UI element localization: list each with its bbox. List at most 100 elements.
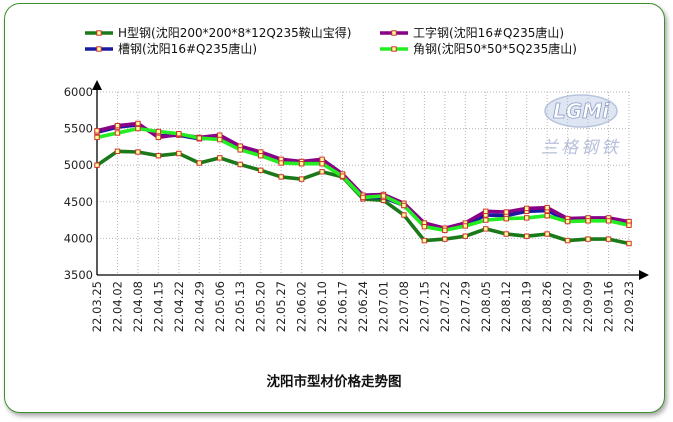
data-point-marker — [360, 194, 366, 201]
series-layer — [94, 120, 632, 247]
x-tick-label: 22.04.02 — [110, 281, 124, 332]
data-point-marker — [523, 233, 530, 239]
data-point-marker — [442, 236, 448, 242]
data-point-marker — [605, 236, 612, 242]
x-tick-label: 22.05.27 — [274, 281, 288, 332]
legend-label: 工字钢(沈阳16#Q235唐山) — [413, 25, 564, 40]
data-point-marker — [257, 167, 264, 174]
data-point-marker — [298, 176, 305, 182]
x-tick-label: 22.08.05 — [479, 281, 493, 332]
legend-label: 角钢(沈阳50*50*5Q235唐山) — [413, 41, 577, 56]
data-point-marker — [605, 218, 612, 224]
legend-marker — [96, 46, 102, 52]
x-tick-label: 22.07.29 — [458, 281, 472, 332]
data-point-marker — [319, 161, 325, 167]
data-point-marker — [155, 152, 162, 159]
x-tick-label: 22.06.24 — [356, 281, 370, 332]
data-point-marker — [196, 160, 203, 166]
x-tick-label: 22.04.08 — [131, 281, 145, 332]
data-point-marker — [483, 226, 489, 232]
x-tick-label: 22.03.25 — [90, 281, 104, 332]
data-point-marker — [462, 223, 469, 229]
data-point-marker — [401, 212, 407, 218]
x-tick-label: 22.08.19 — [520, 281, 534, 332]
data-point-marker — [114, 122, 121, 129]
data-point-marker — [544, 213, 550, 219]
x-tick-label: 22.06.10 — [315, 281, 329, 332]
data-point-marker — [237, 147, 243, 153]
data-point-marker — [523, 205, 530, 212]
y-tick-label: 4000 — [64, 231, 93, 245]
data-point-marker — [564, 218, 571, 225]
x-tick-label: 22.07.01 — [376, 281, 390, 332]
x-tick-label: 22.06.02 — [295, 281, 309, 332]
legend-marker — [391, 46, 397, 52]
x-tick-label: 22.05.20 — [254, 281, 268, 332]
x-tick-label: 22.08.12 — [499, 281, 513, 332]
data-point-marker — [237, 161, 243, 168]
data-point-marker — [401, 202, 407, 209]
data-point-marker — [94, 162, 100, 168]
y-tick-label: 4500 — [64, 195, 93, 209]
x-tick-label: 22.08.26 — [540, 281, 554, 332]
chart-title: 沈阳市型材价格走势图 — [267, 373, 402, 390]
data-point-marker — [421, 223, 428, 230]
data-point-marker — [483, 208, 489, 215]
data-point-marker — [483, 217, 489, 223]
data-point-marker — [523, 215, 530, 221]
data-point-marker — [339, 173, 346, 179]
logo-mark: LGMi — [553, 99, 610, 123]
data-point-marker — [196, 135, 203, 141]
y-tick-label: 5500 — [64, 122, 93, 136]
data-point-marker — [217, 136, 223, 143]
x-tick-label: 22.07.08 — [397, 281, 411, 332]
x-tick-label: 22.09.23 — [622, 281, 636, 332]
data-point-marker — [585, 218, 591, 224]
x-tick-label: 22.05.13 — [233, 281, 247, 332]
x-axis-arrow-icon — [639, 270, 649, 280]
data-point-marker — [503, 231, 509, 237]
y-tick-label: 5000 — [64, 158, 93, 172]
data-point-marker — [176, 150, 182, 157]
price-trend-chart: LGMi 兰格钢铁 3500 4000 4500 5000 5500 6000 22.03… — [64, 25, 649, 390]
y-axis-arrow-icon — [92, 80, 102, 90]
data-point-marker — [442, 227, 448, 234]
x-tick-label: 22.09.09 — [581, 281, 595, 332]
data-point-marker — [544, 231, 550, 237]
x-tick-label: 22.06.17 — [336, 281, 350, 332]
data-point-marker — [176, 131, 182, 137]
data-point-marker — [564, 237, 571, 244]
data-point-marker — [626, 240, 632, 247]
x-axis-ticks: 22.03.25 22.04.02 22.04.08 22.04.15 22.04.22… — [90, 281, 636, 332]
data-point-marker — [298, 161, 305, 167]
data-point-marker — [278, 174, 284, 180]
legend-marker — [391, 30, 397, 36]
data-point-marker — [257, 152, 264, 159]
legend: H型钢(沈阳200*200*8*12Q235鞍山宝得) 工字钢(沈阳16#Q235… — [85, 25, 577, 56]
data-point-marker — [462, 233, 469, 239]
x-tick-label: 22.04.29 — [192, 281, 206, 332]
data-point-marker — [94, 134, 100, 141]
logo-subtitle: 兰格钢铁 — [541, 138, 621, 158]
data-point-marker — [94, 128, 100, 134]
y-tick-label: 6000 — [64, 85, 93, 99]
data-point-marker — [114, 130, 121, 136]
grid-lines — [96, 91, 630, 275]
legend-label: 槽钢(沈阳16#Q235唐山) — [118, 41, 257, 56]
data-point-marker — [319, 169, 325, 175]
y-tick-label: 3500 — [64, 268, 93, 282]
x-tick-label: 22.04.22 — [172, 281, 186, 332]
data-point-marker — [155, 134, 162, 141]
y-axis-ticks: 3500 4000 4500 5000 5500 6000 — [64, 85, 93, 282]
lgmi-logo-watermark: LGMi 兰格钢铁 — [541, 94, 621, 158]
data-point-marker — [503, 215, 509, 222]
data-point-marker — [135, 125, 141, 132]
data-point-marker — [217, 132, 223, 138]
legend-marker — [96, 30, 102, 36]
data-point-marker — [278, 160, 284, 166]
data-point-marker — [421, 237, 428, 244]
x-tick-label: 22.09.02 — [561, 281, 575, 332]
legend-label: H型钢(沈阳200*200*8*12Q235鞍山宝得) — [118, 25, 351, 40]
axes — [92, 80, 649, 280]
data-point-marker — [585, 236, 591, 242]
